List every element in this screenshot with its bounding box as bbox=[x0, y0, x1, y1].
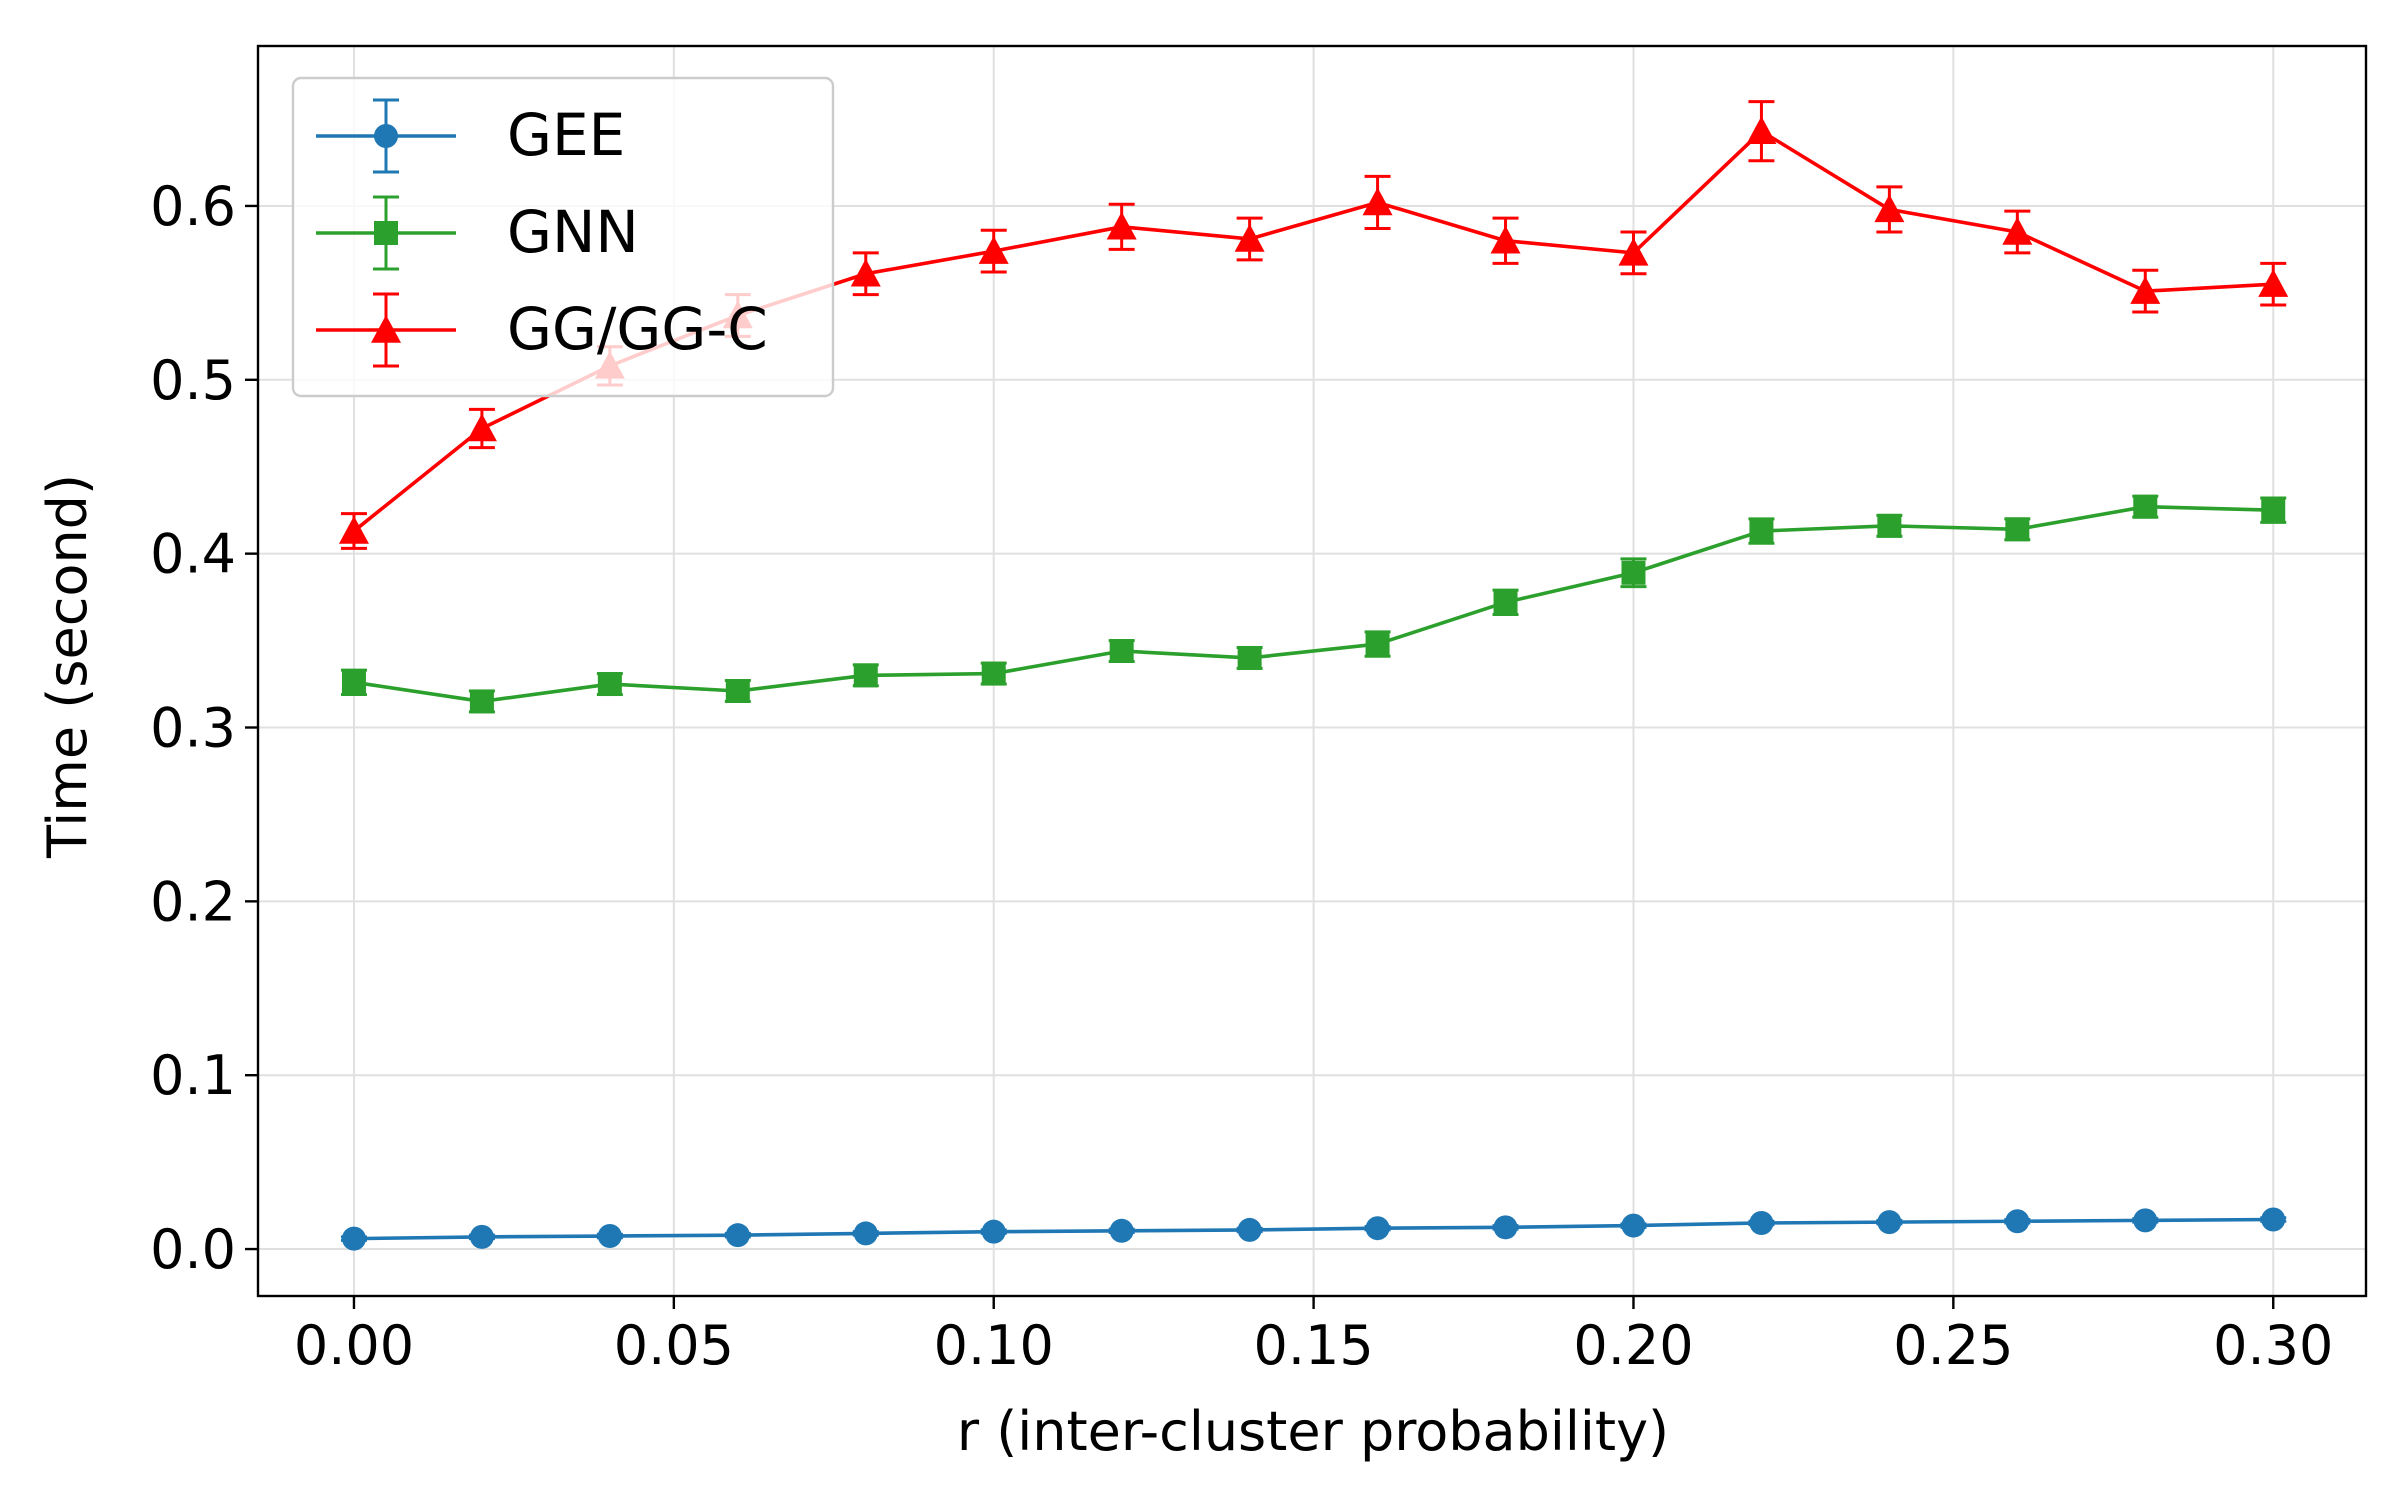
y-tick-label: 0.3 bbox=[150, 697, 236, 760]
legend-marker bbox=[374, 124, 398, 148]
data-point bbox=[2005, 1209, 2030, 1234]
data-point bbox=[1362, 187, 1393, 216]
y-tick-label: 0.4 bbox=[150, 523, 236, 586]
data-point bbox=[1237, 645, 1262, 670]
data-point bbox=[725, 1223, 750, 1248]
x-tick-label: 0.20 bbox=[1573, 1314, 1693, 1377]
data-point bbox=[2261, 498, 2286, 523]
data-point bbox=[853, 663, 878, 688]
data-point bbox=[338, 516, 369, 544]
plot-area-frame bbox=[256, 44, 2368, 1298]
legend-label: GEE bbox=[507, 101, 625, 169]
data-point bbox=[981, 661, 1006, 686]
data-point bbox=[1618, 237, 1649, 266]
data-point bbox=[1365, 1216, 1390, 1241]
axis-ticks: 0.00 0.05 0.10 0.15 0.20 0.25 0.30 0.0 0.1 0.2 0.3… bbox=[150, 175, 2333, 1377]
data-point bbox=[1365, 632, 1390, 657]
data-point bbox=[1109, 1218, 1134, 1243]
data-point bbox=[1621, 560, 1646, 585]
x-axis-label: r (inter-cluster probability) bbox=[957, 1400, 1669, 1463]
legend-item: GEE bbox=[316, 98, 625, 174]
x-tick-label: 0.15 bbox=[1253, 1314, 1373, 1377]
data-point bbox=[1234, 223, 1265, 252]
data-point bbox=[1746, 116, 1777, 144]
series-gee bbox=[340, 1207, 2287, 1251]
legend-item: GG/GG-C bbox=[316, 292, 768, 368]
data-point bbox=[1749, 1210, 1774, 1235]
data-point bbox=[469, 1224, 494, 1249]
x-tick-label: 0.10 bbox=[934, 1314, 1054, 1377]
data-point bbox=[978, 236, 1009, 264]
data-point bbox=[2133, 494, 2158, 519]
x-tick-label: 0.05 bbox=[614, 1314, 734, 1377]
y-tick-label: 0.6 bbox=[150, 175, 236, 238]
x-tick-label: 0.00 bbox=[294, 1314, 414, 1377]
x-tick-label: 0.30 bbox=[2213, 1314, 2333, 1377]
data-point bbox=[1490, 225, 1521, 254]
legend-label: GNN bbox=[507, 198, 639, 266]
data-point bbox=[2002, 217, 2033, 245]
legend-marker bbox=[371, 315, 401, 343]
data-point bbox=[1749, 519, 1774, 544]
data-point bbox=[850, 258, 881, 287]
data-point bbox=[1877, 513, 1902, 538]
y-tick-label: 0.1 bbox=[150, 1044, 236, 1107]
series-line bbox=[353, 1217, 2274, 1241]
data-point bbox=[469, 689, 494, 714]
data-point bbox=[2258, 269, 2289, 297]
data-point bbox=[725, 678, 750, 703]
series-line bbox=[353, 504, 2274, 704]
data-point bbox=[1877, 1210, 1902, 1235]
data-point bbox=[466, 413, 497, 442]
data-point bbox=[597, 672, 622, 697]
y-tick-label: 0.2 bbox=[150, 870, 236, 933]
data-point bbox=[853, 1221, 878, 1246]
data-point bbox=[1493, 590, 1518, 615]
data-point bbox=[1874, 194, 1905, 223]
data-point bbox=[1106, 211, 1137, 240]
data-point bbox=[2130, 276, 2161, 304]
data-point bbox=[1621, 1213, 1646, 1238]
legend-label: GG/GG-C bbox=[507, 295, 768, 363]
data-point bbox=[597, 1224, 622, 1249]
data-point bbox=[1109, 639, 1134, 664]
data-point bbox=[2261, 1207, 2286, 1232]
legend: GEE GNN GG/GG-C bbox=[291, 76, 835, 398]
legend-item: GNN bbox=[316, 195, 639, 271]
data-point bbox=[981, 1219, 1006, 1244]
y-tick-label: 0.5 bbox=[150, 349, 236, 412]
x-tick-label: 0.25 bbox=[1893, 1314, 2013, 1377]
legend-box bbox=[291, 76, 835, 398]
legend-marker bbox=[374, 221, 398, 245]
data-point bbox=[2005, 517, 2030, 542]
data-point bbox=[341, 1226, 366, 1251]
data-point bbox=[1493, 1215, 1518, 1240]
data-point bbox=[1237, 1217, 1262, 1242]
y-tick-label: 0.0 bbox=[150, 1218, 236, 1281]
data-point bbox=[341, 670, 366, 695]
y-axis-label: Time (second) bbox=[36, 474, 99, 859]
series-gnn bbox=[340, 494, 2287, 714]
data-point bbox=[2133, 1208, 2158, 1233]
